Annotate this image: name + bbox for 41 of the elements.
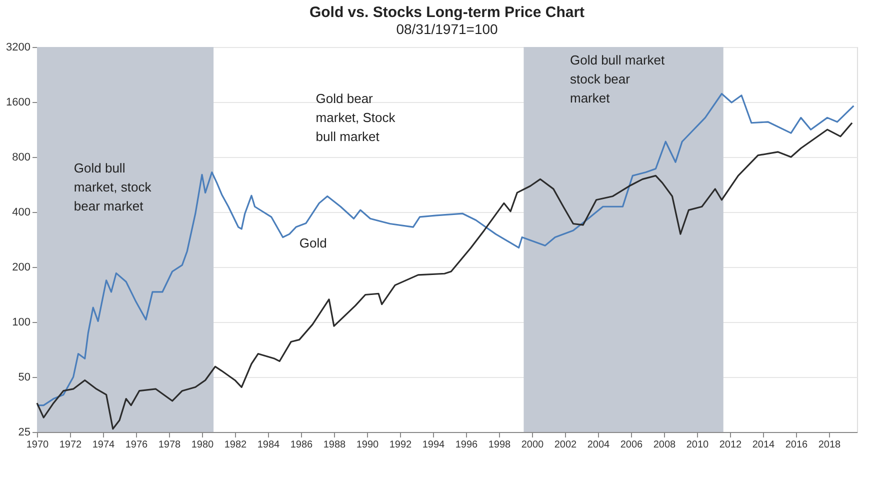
y-tick-label: 400: [12, 206, 30, 218]
y-tick-label: 100: [12, 316, 30, 328]
x-tick-label: 1992: [389, 440, 412, 450]
y-tick-label: 25: [18, 426, 30, 438]
line-series: [36, 122, 853, 430]
chart-subtitle: 08/31/1971=100: [396, 21, 498, 37]
x-tick-label: 1986: [290, 440, 314, 450]
y-tick-label: 200: [12, 262, 30, 274]
x-tick-label: 1984: [257, 440, 280, 450]
x-tick-label: 1970: [26, 440, 50, 450]
x-tick-label: 2008: [653, 440, 676, 450]
x-tick-label: 1990: [356, 440, 380, 450]
annotation: Gold bear market, Stock bull market: [316, 91, 396, 144]
x-tick-label: 1972: [59, 440, 82, 450]
x-tick-label: 1974: [92, 440, 116, 450]
x-tick-label: 2004: [587, 440, 610, 450]
x-tick-label: 2018: [818, 440, 842, 450]
x-tick-label: 2000: [521, 440, 544, 450]
series-label: Gold: [299, 235, 327, 250]
annotation: Gold bull market stock bear market: [570, 52, 666, 106]
x-tick-label: 2012: [719, 440, 742, 450]
x-tick-label: 2010: [686, 440, 710, 450]
x-tick-label: 2016: [785, 440, 808, 450]
y-tick-label: 1600: [6, 96, 30, 108]
x-tick-label: 1978: [158, 440, 182, 450]
x-tick-label: 1976: [125, 440, 148, 450]
x-tick-label: 1982: [224, 440, 248, 450]
x-tick-label: 1996: [455, 440, 478, 450]
x-tick-label: 1980: [191, 440, 214, 450]
x-tick-label: 2014: [752, 440, 776, 450]
x-tick-label: 2002: [554, 440, 578, 450]
y-tick-label: 800: [12, 152, 30, 164]
y-tick-label: 50: [18, 372, 30, 384]
x-tick-label: 1998: [488, 440, 512, 450]
x-tick-label: 1988: [323, 440, 346, 450]
x-tick-label: 2006: [620, 440, 644, 450]
line-series: [36, 92, 854, 406]
y-tick-label: 3200: [6, 42, 30, 54]
annotation: Gold bull market, stock bear market: [74, 160, 152, 214]
x-tick-label: 1994: [422, 440, 446, 450]
chart-title: Gold vs. Stocks Long-term Price Chart: [309, 4, 585, 21]
